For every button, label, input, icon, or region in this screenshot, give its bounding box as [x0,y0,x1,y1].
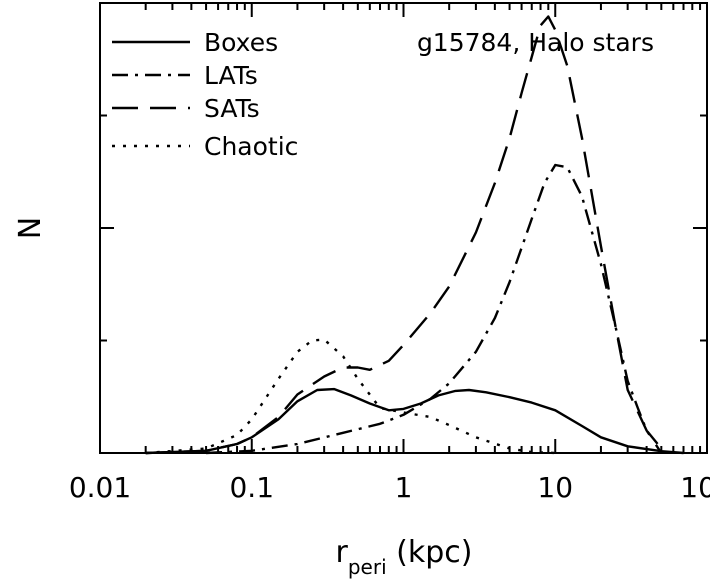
tick-marks [99,3,708,453]
series-boxes-line [145,387,684,455]
series-sats-line [145,15,663,455]
x-axis-label: rperi (kpc) [336,535,473,579]
x-tick-label-0: 0.01 [69,471,131,504]
x-tick-label-2: 1 [395,471,413,504]
x-axis-label-main: r [336,535,349,570]
x-tick-label-1: 0.1 [229,471,274,504]
x-tick-labels: 0.01 0.1 1 10 100 [69,471,710,504]
annotation: g15784, Halo stars [417,28,654,57]
x-tick-label-4: 100 [680,471,710,504]
x-axis-label-unit: (kpc) [396,535,472,570]
x-tick-label-3: 10 [537,471,573,504]
plot-frame [99,2,708,454]
y-axis-label: N [13,217,48,239]
series-curves [145,15,684,455]
legend-label-sats: SATs [204,94,260,123]
legend-label-chaotic: Chaotic [204,132,298,161]
series-lats-line [206,163,663,455]
legend-label-lats: LATs [204,61,258,90]
x-axis-label-space [387,535,397,570]
series-chaotic-line [145,338,556,455]
x-axis-label-sub: peri [348,555,387,579]
legend: Boxes LATs SATs Chaotic [112,28,298,161]
legend-label-boxes: Boxes [204,28,278,57]
